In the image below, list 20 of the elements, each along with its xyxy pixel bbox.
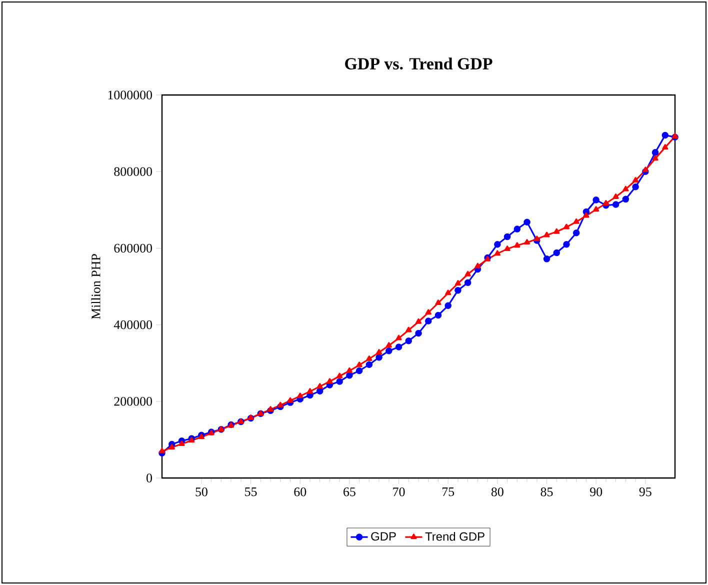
y-tick-label: 0 xyxy=(146,474,152,482)
y-tick-label: 400000 xyxy=(114,320,152,330)
x-tick-label: 75 xyxy=(442,487,454,496)
x-tick-label: 90 xyxy=(590,488,602,496)
x-tick-label: 95 xyxy=(639,487,652,496)
x-tick-label: 50 xyxy=(196,488,208,496)
legend-label: Trend GDP xyxy=(425,532,484,541)
x-tick-label: 65 xyxy=(344,487,356,496)
x-tick-label: 70 xyxy=(393,488,405,496)
x-tick-label: 55 xyxy=(245,487,257,496)
x-tick-label: 85 xyxy=(540,488,553,496)
y-axis-title: Million PHP xyxy=(91,254,100,320)
y-tick-label: 800000 xyxy=(114,167,152,176)
chart-title: GDP vs. Trend GDP xyxy=(345,58,492,70)
y-tick-label: 200000 xyxy=(114,397,152,406)
y-tick-label: 1000000 xyxy=(108,90,152,100)
x-tick-label: 80 xyxy=(491,488,504,496)
x-tick-label: 60 xyxy=(294,488,306,496)
y-tick-label: 600000 xyxy=(114,244,152,253)
legend-label: GDP xyxy=(371,532,396,541)
